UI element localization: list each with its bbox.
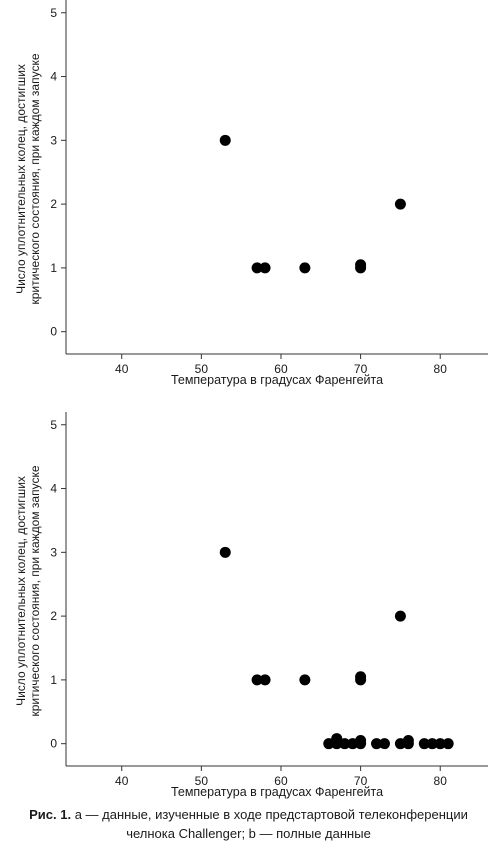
data-point [259, 262, 271, 274]
data-point [402, 738, 414, 750]
data-point [219, 134, 231, 146]
data-point [355, 674, 367, 686]
scatter-plot-1: 40 50 60 70 80 0 1 2 3 4 5 Температура в градусах Ф… [14, 0, 488, 387]
data-point [434, 738, 446, 750]
caption-label: Рис. 1. [29, 807, 72, 822]
data-point [259, 674, 271, 686]
x-tick-label: 80 [434, 774, 448, 788]
y-tick-label: 5 [50, 418, 57, 432]
x-tick-label: 80 [434, 362, 448, 376]
x-tick-label: 60 [274, 362, 288, 376]
data-point [371, 738, 383, 750]
scatter-plot-2: 40 50 60 70 80 0 1 2 3 4 5 Температура в градусах Ф… [14, 412, 488, 799]
x-tick-label: 50 [195, 774, 209, 788]
caption-line-1: Рис. 1. a — данные, изученные в ходе пре… [0, 805, 497, 824]
y-tick-label: 2 [50, 197, 57, 211]
y-tick-label: 4 [50, 482, 57, 496]
data-point [219, 546, 231, 558]
y-tick-label: 0 [50, 325, 57, 339]
x-tick-label: 70 [354, 774, 368, 788]
y-axis-label-line-1: Число уплотнительных колец, достигших [14, 476, 28, 706]
data-point [378, 738, 390, 750]
x-tick-label: 40 [115, 774, 129, 788]
data-point [251, 674, 263, 686]
y-tick-label: 5 [50, 6, 57, 20]
data-point [394, 198, 406, 210]
data-point [394, 610, 406, 622]
x-tick-label: 40 [115, 362, 129, 376]
data-point [299, 674, 311, 686]
x-tick-label: 50 [195, 362, 209, 376]
caption-line-2: челнока Challenger; b — полные данные [126, 826, 371, 841]
x-axis-label: Температура в градусах Фаренгейта [171, 785, 383, 799]
y-tick-label: 1 [50, 673, 57, 687]
x-tick-label: 60 [274, 774, 288, 788]
data-point [323, 738, 335, 750]
y-axis-label-line-1: Число уплотнительных колец, достигших [14, 64, 28, 294]
data-point [299, 262, 311, 274]
x-tick-label: 70 [354, 362, 368, 376]
y-axis-label-line-2: критического состояния, при каждом запус… [28, 53, 42, 304]
y-axis-label-line-2: критического состояния, при каждом запус… [28, 465, 42, 716]
y-tick-label: 3 [50, 133, 57, 147]
data-point [418, 738, 430, 750]
figure-caption: Рис. 1. a — данные, изученные в ходе пре… [0, 805, 497, 843]
data-point [442, 738, 454, 750]
caption-text-1: a — данные, изученные в ходе предстартов… [74, 807, 468, 822]
y-tick-label: 2 [50, 609, 57, 623]
data-point [251, 262, 263, 274]
y-tick-label: 4 [50, 70, 57, 84]
data-point [355, 738, 367, 750]
data-point [331, 738, 343, 750]
y-tick-label: 1 [50, 261, 57, 275]
data-point [355, 262, 367, 274]
y-tick-label: 0 [50, 737, 57, 751]
data-point [339, 738, 351, 750]
x-axis-label: Температура в градусах Фаренгейта [171, 373, 383, 387]
data-point [426, 738, 438, 750]
y-tick-label: 3 [50, 545, 57, 559]
